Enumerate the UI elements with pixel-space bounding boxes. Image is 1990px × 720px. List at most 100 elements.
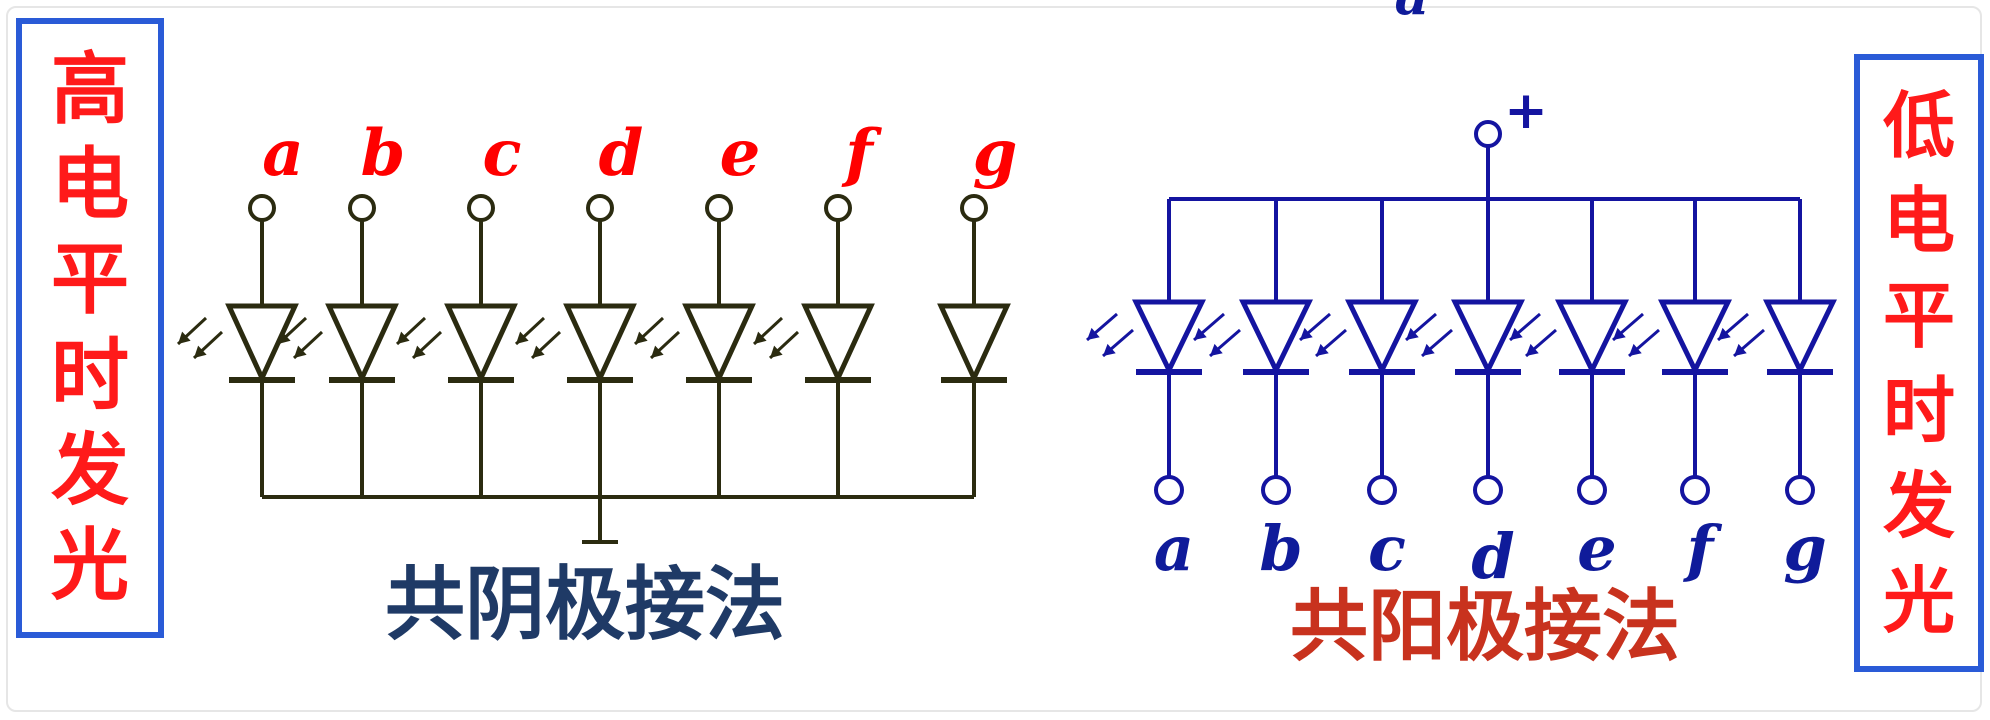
left-pin-terminal (705, 194, 733, 222)
right-light-arrow-head (1087, 327, 1100, 340)
right-pin-terminal (1154, 475, 1184, 505)
low-level-char: 时 (1882, 368, 1955, 453)
right-light-arrow-head (1210, 343, 1223, 356)
right-light-arrow (1209, 328, 1241, 358)
right-light-arrow (1525, 328, 1557, 358)
left-pin-terminal (960, 194, 988, 222)
left-light-arrow (752, 316, 784, 346)
left-light-arrow-head (278, 331, 291, 344)
left-pin-terminal (824, 194, 852, 222)
right-light-arrow-head (1526, 343, 1539, 356)
left-led-triangle (444, 303, 518, 385)
right-light-arrow (1421, 328, 1453, 358)
high-level-char: 发 (50, 425, 129, 516)
right-pin-terminal (1261, 475, 1291, 505)
low-level-label-box: 低电平时发光 (1854, 54, 1984, 672)
right-light-arrow-head (1103, 343, 1116, 356)
high-level-char: 平 (50, 235, 129, 326)
left-light-arrow-head (770, 345, 783, 358)
right-led-triangle (1239, 299, 1313, 376)
right-pin-label-g: g (1783, 512, 1826, 585)
right-led-triangle (1555, 299, 1629, 376)
left-pin-label-e: e (720, 116, 761, 191)
right-light-arrow (1315, 328, 1347, 358)
right-light-arrow-head (1629, 343, 1642, 356)
common-anode-title: 共阳极接法 (1290, 582, 1680, 672)
left-light-arrow (192, 330, 224, 360)
right-pin-label-f: f (1683, 512, 1723, 585)
left-light-arrow-head (178, 331, 191, 344)
right-light-arrow-head (1422, 343, 1435, 356)
left-light-arrow-head (532, 345, 545, 358)
left-light-arrow-head (194, 345, 207, 358)
right-light-arrow-head (1406, 327, 1419, 340)
right-light-arrow-head (1734, 343, 1747, 356)
left-light-arrow-head (651, 345, 664, 358)
right-pin-label-b: b (1259, 512, 1302, 585)
right-light-arrow-head (1316, 343, 1329, 356)
right-supply-terminal (1474, 120, 1502, 148)
right-light-arrow (1102, 328, 1134, 358)
left-pin-label-d: d (599, 116, 644, 191)
right-led-triangle (1451, 299, 1525, 376)
left-pin-label-g: g (973, 116, 1018, 191)
left-light-arrow (633, 316, 665, 346)
low-level-char: 光 (1882, 558, 1955, 643)
left-pin-label-c: c (483, 116, 522, 191)
left-light-arrow (292, 330, 324, 360)
top-cut-label: a (1395, 0, 1430, 27)
right-light-arrow (1405, 312, 1437, 342)
right-light-arrow-head (1300, 327, 1313, 340)
left-light-arrow-head (294, 345, 307, 358)
right-pin-terminal (1473, 475, 1503, 505)
left-pin-terminal (467, 194, 495, 222)
common-cathode-title: 共阴极接法 (385, 558, 785, 651)
left-light-arrow-head (516, 331, 529, 344)
right-light-arrow-head (1613, 327, 1626, 340)
left-pin-label-f: f (841, 116, 882, 191)
left-led-triangle (937, 303, 1011, 385)
right-led-triangle (1345, 299, 1419, 376)
right-pin-terminal (1577, 475, 1607, 505)
right-light-arrow-head (1510, 327, 1523, 340)
left-light-arrow (514, 316, 546, 346)
low-level-char: 电 (1882, 178, 1955, 263)
left-pin-terminal (586, 194, 614, 222)
high-level-label-chars: 高电平时发光 (51, 42, 129, 614)
left-light-arrow-head (413, 345, 426, 358)
right-led-triangle (1763, 299, 1837, 376)
left-led-triangle (682, 303, 756, 385)
right-light-arrow (1733, 328, 1765, 358)
left-light-arrow (768, 330, 800, 360)
left-light-arrow (176, 316, 208, 346)
left-led-triangle (563, 303, 637, 385)
right-pin-label-a: a (1154, 512, 1194, 585)
right-pin-label-c: c (1368, 512, 1406, 585)
right-light-arrow (1612, 312, 1644, 342)
left-light-arrow (649, 330, 681, 360)
right-light-arrow-head (1194, 327, 1207, 340)
low-level-char: 低 (1882, 83, 1955, 168)
right-light-arrow (1299, 312, 1331, 342)
right-light-arrow (1193, 312, 1225, 342)
left-pin-label-a: a (262, 116, 303, 191)
left-light-arrow-head (754, 331, 767, 344)
left-light-arrow (411, 330, 443, 360)
right-light-arrow (1717, 312, 1749, 342)
left-light-arrow (530, 330, 562, 360)
right-pin-terminal (1680, 475, 1710, 505)
left-light-arrow-head (397, 331, 410, 344)
high-level-char: 高 (50, 44, 129, 135)
left-pin-label-b: b (361, 116, 406, 191)
high-level-char: 光 (50, 521, 129, 612)
left-light-arrow (276, 316, 308, 346)
right-light-arrow (1509, 312, 1541, 342)
right-pin-terminal (1785, 475, 1815, 505)
right-pin-terminal (1367, 475, 1397, 505)
right-light-arrow (1086, 312, 1118, 342)
right-light-arrow-head (1718, 327, 1731, 340)
right-led-triangle (1132, 299, 1206, 376)
low-level-char: 发 (1882, 463, 1955, 548)
